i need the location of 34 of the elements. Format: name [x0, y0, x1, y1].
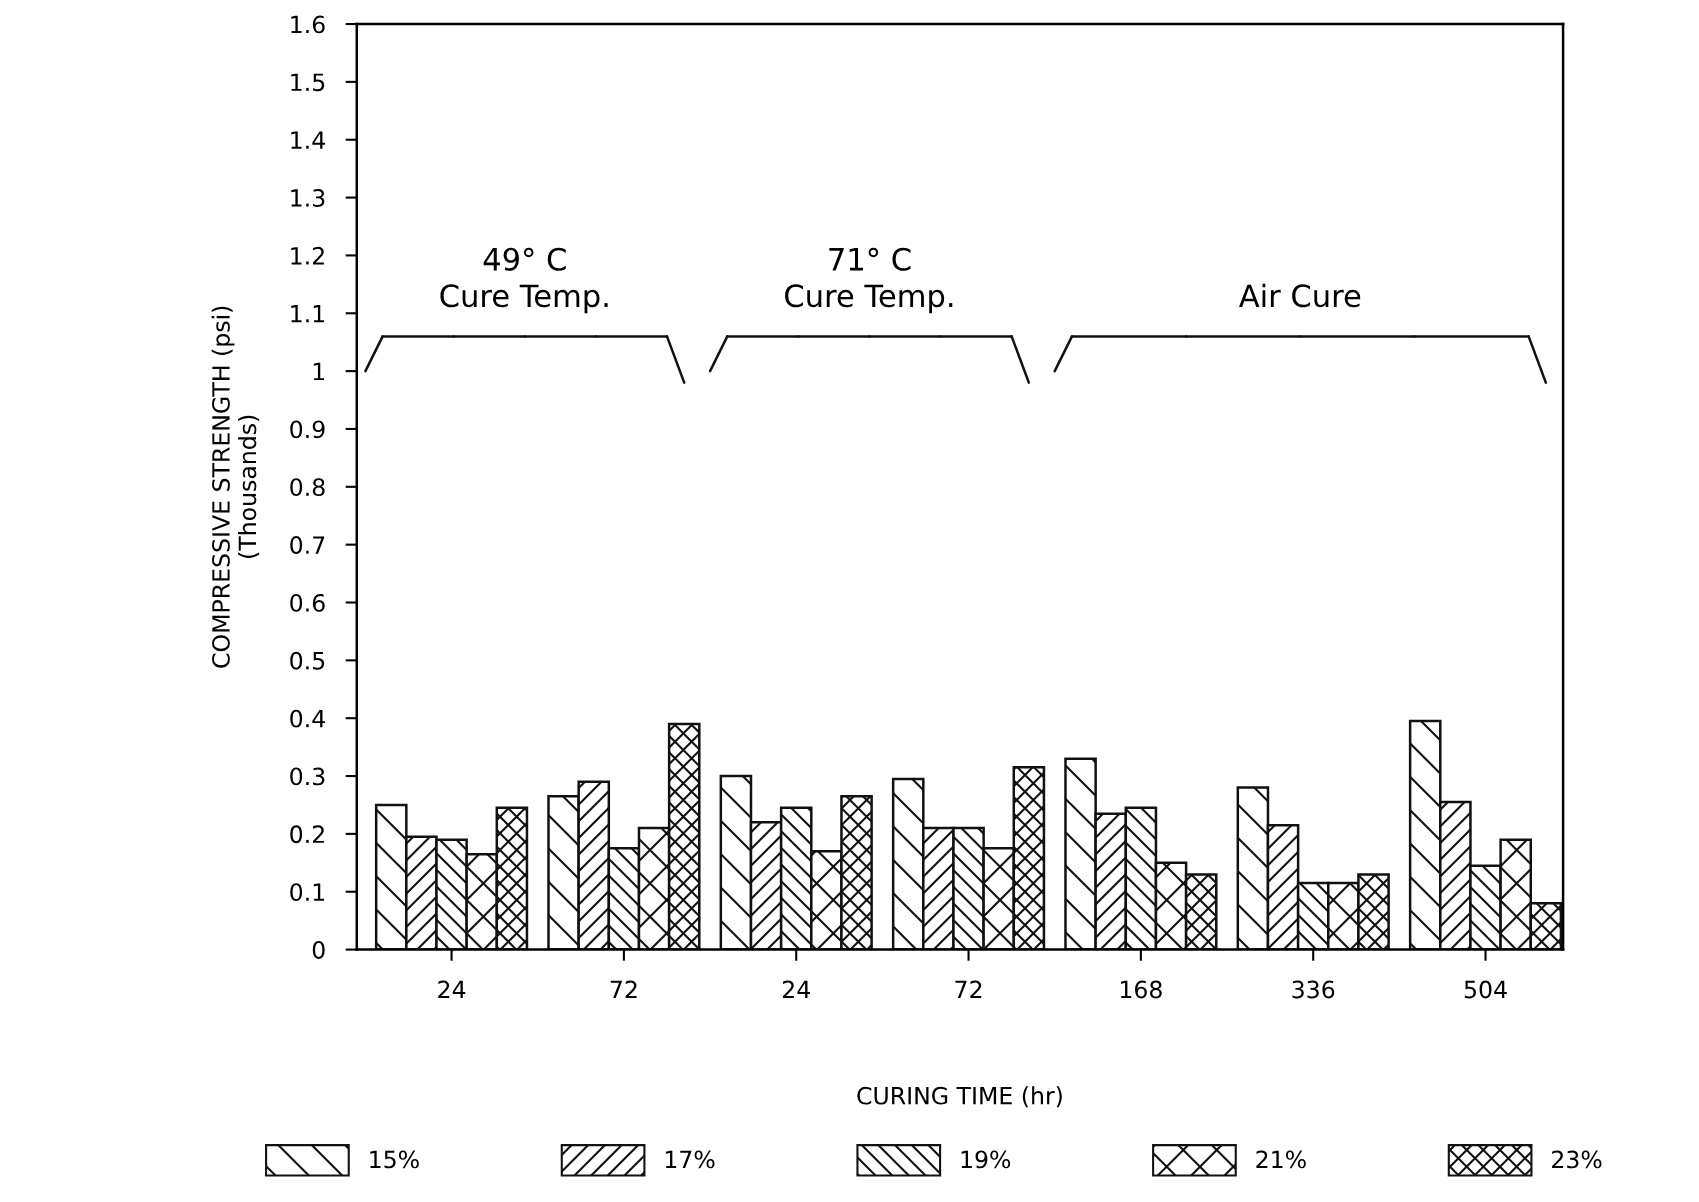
y-tick-label: 0.8: [290, 478, 325, 497]
y-tick-label: 0.1: [290, 883, 325, 902]
y-tick-label: 0.7: [290, 536, 325, 554]
x-tick-label: 24: [782, 980, 810, 999]
y-tick-label: 0.3: [290, 767, 325, 786]
x-tick-label: 168: [1120, 980, 1162, 999]
legend-label: 19%: [961, 1150, 1011, 1169]
x-tick-label: 72: [955, 980, 982, 999]
y-tick-label: 0.5: [290, 651, 325, 670]
y-tick-label: 0.9: [290, 420, 325, 439]
y-tick-label: 1.3: [291, 189, 325, 207]
y-tick-label: 1: [313, 362, 325, 381]
y-tick-label: 0: [312, 941, 325, 959]
legend-label: 17%: [665, 1150, 715, 1169]
y-tick-label: 1.4: [291, 131, 325, 149]
y-tick-label: 1.1: [291, 305, 325, 323]
x-axis-title: CURING TIME (hr): [857, 1086, 1062, 1108]
legend-label: 23%: [1552, 1150, 1602, 1169]
y-tick-label: 1.6: [291, 15, 325, 34]
legend-label: 15%: [370, 1150, 419, 1169]
y-tick-label: 0.4: [290, 709, 325, 728]
annotation: Air Cure: [1239, 283, 1361, 308]
x-tick-label: 336: [1292, 980, 1335, 999]
annotation: 49° C Cure Temp.: [440, 247, 608, 314]
annotation: 71° C Cure Temp.: [785, 247, 953, 314]
y-tick-label: 1.2: [291, 246, 324, 265]
y-tick-label: 0.2: [290, 825, 324, 844]
y-tick-label: 0.6: [290, 593, 325, 612]
x-tick-label: 504: [1464, 980, 1507, 999]
x-tick-label: 24: [438, 980, 466, 999]
x-tick-label: 72: [610, 980, 637, 999]
y-tick-label: 1.5: [291, 73, 325, 92]
legend-label: 21%: [1256, 1150, 1306, 1169]
y-axis-title: COMPRESSIVE STRENGTH (psi) (Thousands): [211, 306, 260, 668]
